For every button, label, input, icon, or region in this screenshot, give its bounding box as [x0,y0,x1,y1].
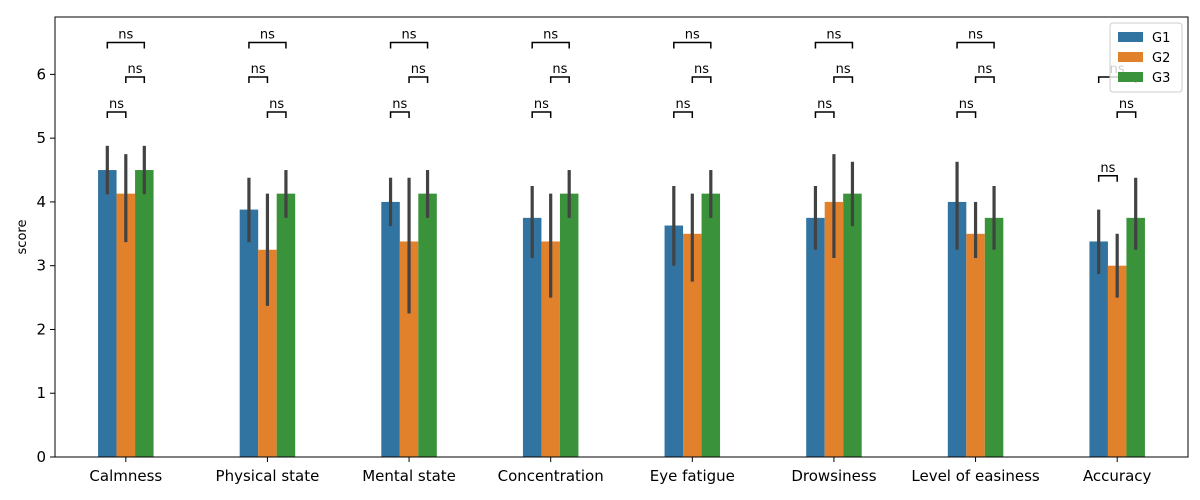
bar-g1-0 [98,170,117,458]
x-tick-label-1: Physical state [216,467,320,485]
bar-g3-4 [701,193,721,457]
legend-swatch-g1 [1118,32,1143,42]
significance-label-15: ns [817,97,832,112]
y-axis-label: score [15,220,30,255]
significance-bracket-17 [814,41,854,49]
significance-label-21: ns [1100,161,1115,176]
y-tick-label-6: 6 [36,65,46,83]
bar-g3-1 [276,193,296,457]
significance-label-1: ns [128,62,143,77]
x-tick-label-4: Eye fatigue [650,467,735,485]
significance-bracket-22 [1116,111,1137,119]
x-tick-label-5: Drowsiness [791,467,876,485]
significance-label-16: ns [836,62,851,77]
bar-g2-5 [824,201,844,457]
significance-bracket-2 [106,41,146,49]
y-tick-label-2: 2 [36,320,46,338]
legend-label-g1: G1 [1152,31,1170,46]
significance-label-3: ns [269,97,284,112]
bar-g2-4 [683,233,702,457]
x-tick-label-0: Calmness [89,467,162,485]
significance-label-13: ns [694,62,709,77]
significance-label-7: ns [411,62,426,77]
significance-bracket-10 [549,76,570,83]
y-tick-label-1: 1 [36,384,46,402]
bar-g3-6 [984,217,1004,457]
legend-label-g3: G3 [1152,71,1170,86]
significance-bracket-1 [125,76,146,83]
bar-g3-5 [843,193,862,457]
significance-bracket-5 [248,41,287,49]
significance-label-22: ns [1119,97,1134,112]
significance-bracket-16 [833,76,854,83]
bar-g3-2 [418,193,437,457]
x-tick-label-2: Mental state [362,467,456,485]
significance-bracket-19 [974,76,995,83]
significance-bracket-9 [531,111,552,119]
bar-g2-6 [966,233,985,457]
significance-bracket-11 [531,41,570,49]
significance-label-18: ns [959,97,974,112]
y-tick-label-0: 0 [36,448,46,466]
significance-bracket-21 [1097,175,1118,182]
significance-label-8: ns [402,28,417,43]
bar-g1-4 [664,225,684,457]
plot-frame [54,16,1189,458]
bar-g1-5 [806,217,825,457]
significance-bracket-3 [266,111,287,119]
significance-label-6: ns [392,97,407,112]
significance-bracket-14 [673,41,712,49]
significance-bracket-20 [956,41,995,49]
bar-g2-3 [541,241,560,457]
significance-bracket-6 [389,111,410,119]
significance-annotations: ns ns ns ns ns ns ns ns ns ns ns ns ns ns ns ns ns ns ns ns… [106,28,1137,182]
significance-label-0: ns [109,97,124,112]
y-tick-label-5: 5 [36,129,46,147]
significance-label-10: ns [552,62,567,77]
bar-g2-0 [116,193,136,457]
significance-bracket-8 [389,41,429,49]
legend-swatch-g2 [1118,52,1143,62]
significance-label-17: ns [826,28,841,43]
x-tick-label-6: Level of easiness [911,467,1040,485]
legend-swatch-g3 [1118,72,1143,82]
significance-label-14: ns [685,28,700,43]
y-tick-label-3: 3 [36,257,46,275]
bar-g1-6 [947,201,967,457]
bar-g1-2 [381,201,400,457]
significance-bracket-4 [248,76,269,83]
x-tick-label-3: Concentration [498,467,604,485]
significance-bracket-0 [106,111,127,119]
significance-bracket-15 [814,111,835,119]
plot-area [98,145,1145,458]
significance-label-20: ns [968,28,983,43]
legend-label-g2: G2 [1152,51,1170,66]
y-tick-label-4: 4 [36,193,46,211]
bar-g1-3 [522,217,542,457]
significance-label-5: ns [260,28,275,43]
bar-g1-1 [239,209,259,457]
significance-bracket-7 [408,76,429,83]
bar-g1-7 [1089,241,1108,457]
bar-g3-7 [1126,217,1145,457]
x-tick-label-7: Accuracy [1083,467,1152,485]
significance-label-2: ns [118,28,133,43]
significance-label-19: ns [977,62,992,77]
significance-label-12: ns [676,97,691,112]
bar-g3-3 [559,193,579,457]
bar-g3-0 [135,170,154,458]
legend: G1 G2 G3 [1109,22,1183,93]
bar-g2-1 [258,249,277,457]
axes: score 0 1 2 3 4 5 6 Calmness Physical state Menta… [15,16,1189,485]
significance-bracket-12 [673,111,694,119]
significance-bracket-13 [691,76,712,83]
bar-g2-2 [399,241,419,457]
significance-label-9: ns [534,97,549,112]
bar-g2-7 [1107,265,1127,457]
significance-label-4: ns [251,62,266,77]
significance-label-11: ns [543,28,558,43]
significance-bracket-18 [956,111,977,119]
